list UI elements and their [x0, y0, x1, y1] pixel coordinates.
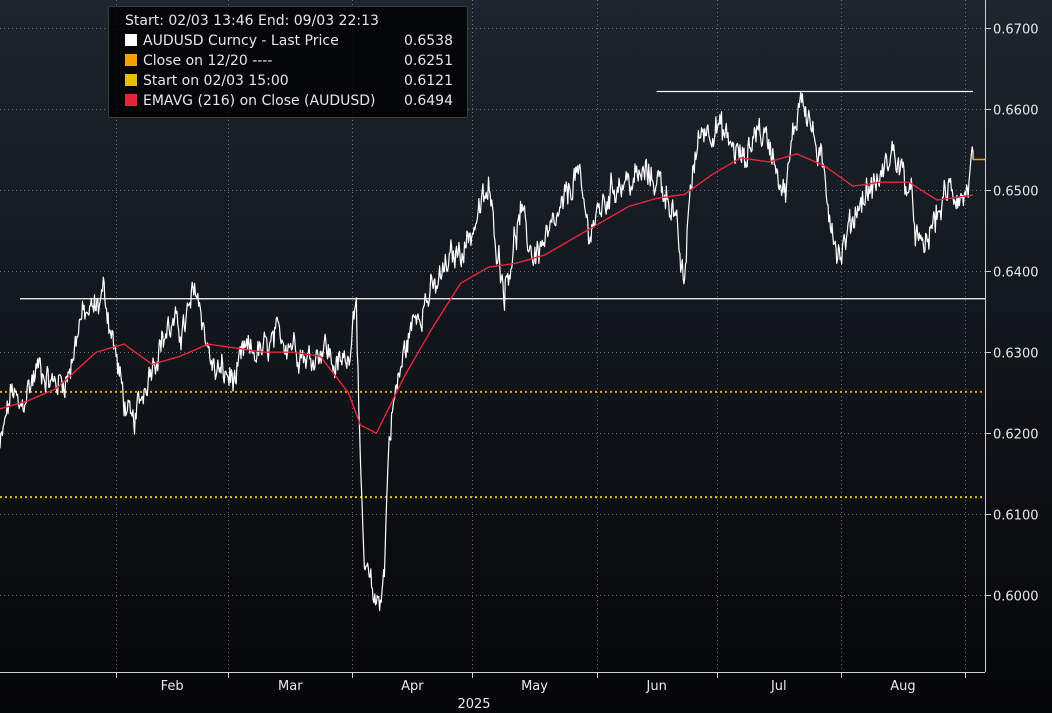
y-tick-label: 0.6300 — [993, 347, 1039, 362]
legend-swatch-white — [125, 34, 137, 46]
y-tick-label: 0.6400 — [993, 266, 1039, 281]
legend-start-label: Start: — [125, 13, 164, 29]
legend-entry-value: 0.6251 — [404, 53, 453, 69]
y-tick-label: 0.6000 — [993, 590, 1039, 605]
legend-entry-value: 0.6494 — [404, 93, 453, 109]
legend[interactable]: Start: 02/03 13:46 End: 09/03 22:13 AUDU… — [108, 6, 468, 118]
legend-swatch-yellow — [125, 74, 137, 86]
legend-entry-close-1220[interactable]: Close on 12/20 ---- 0.6251 — [125, 51, 459, 71]
y-tick-label: 0.6100 — [993, 509, 1039, 524]
x-tick-label: Feb — [161, 679, 184, 694]
legend-entry-label: AUDUSD Curncy - Last Price — [143, 33, 339, 49]
y-tick-label: 0.6500 — [993, 185, 1039, 200]
legend-entry-label: Close on 12/20 ---- — [143, 53, 273, 69]
x-tick-label: Mar — [278, 679, 303, 694]
legend-header: Start: 02/03 13:46 End: 09/03 22:13 — [125, 11, 459, 31]
y-tick-label: 0.6700 — [993, 23, 1039, 38]
legend-start-value: 02/03 13:46 — [168, 13, 254, 29]
series-line-audusd-last-price — [0, 91, 974, 612]
x-tick-label: May — [521, 679, 548, 694]
series-line-emavg-216 — [0, 153, 974, 434]
y-tick-label: 0.6600 — [993, 104, 1039, 119]
x-axis-ticks: Feb Mar Apr May Jun Jul Aug — [116, 672, 966, 694]
legend-end-label: End: — [257, 13, 290, 29]
x-tick-label: Jun — [646, 679, 667, 694]
legend-swatch-red — [125, 94, 137, 106]
reference-lines — [0, 90, 985, 499]
legend-entry-last-price[interactable]: AUDUSD Curncy - Last Price 0.6538 — [125, 31, 459, 51]
legend-entry-value: 0.6121 — [404, 73, 453, 89]
x-axis-year-label: 2025 — [457, 697, 490, 712]
x-tick-label: Apr — [401, 679, 424, 694]
series-group — [0, 91, 985, 612]
axes — [0, 0, 986, 673]
y-axis-ticks: 0.6700 0.6600 0.6500 0.6400 0.6300 0.6200 0.61… — [985, 23, 1039, 605]
legend-entry-start-0203[interactable]: Start on 02/03 15:00 0.6121 — [125, 71, 459, 91]
legend-entry-emavg[interactable]: EMAVG (216) on Close (AUDUSD) 0.6494 — [125, 91, 459, 111]
x-tick-label: Aug — [890, 679, 915, 694]
legend-end-value: 09/03 22:13 — [293, 13, 379, 29]
legend-entry-label: Start on 02/03 15:00 — [143, 73, 289, 89]
legend-entry-value: 0.6538 — [404, 33, 453, 49]
x-tick-label: Jul — [770, 679, 787, 694]
legend-swatch-orange — [125, 54, 137, 66]
legend-entry-label: EMAVG (216) on Close (AUDUSD) — [143, 93, 376, 109]
y-tick-label: 0.6200 — [993, 428, 1039, 443]
